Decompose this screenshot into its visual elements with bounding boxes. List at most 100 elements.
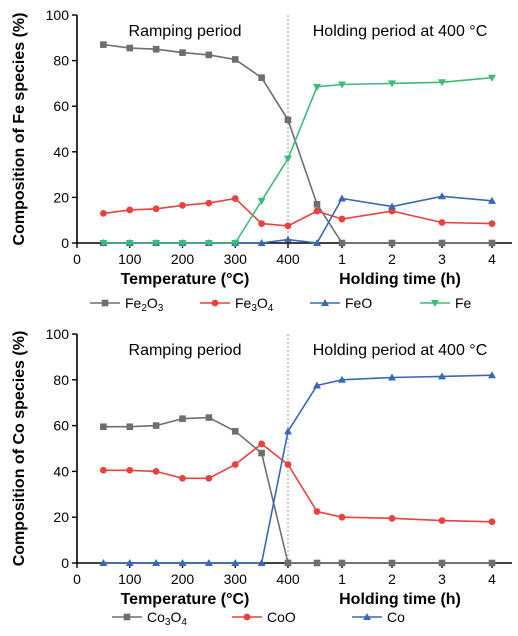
data-point-coo — [231, 461, 239, 468]
data-point-feo — [438, 192, 446, 200]
data-point-fe — [125, 240, 134, 247]
x-tick-label: 2 — [388, 571, 396, 587]
x-tick-label: 1 — [338, 571, 346, 587]
data-point-fe2o3 — [258, 74, 265, 81]
data-point-co3o4 — [205, 414, 213, 421]
legend-marker — [243, 613, 251, 621]
data-point-fe — [204, 240, 213, 247]
data-point-coo — [205, 474, 213, 482]
series-line-fe3o4 — [103, 197, 493, 227]
x-tick-label: 4 — [488, 571, 496, 587]
series-coo — [99, 440, 496, 526]
legend-label: Fe2O3 — [125, 295, 164, 314]
data-point-co — [338, 375, 346, 383]
y-tick-label: 0 — [61, 555, 69, 571]
data-point-co — [99, 559, 108, 566]
data-point-co — [388, 373, 396, 381]
series-line-coo — [103, 442, 493, 523]
legend-subscript: 3 — [158, 303, 164, 314]
data-point-coo — [388, 514, 396, 522]
data-point-fe — [388, 80, 396, 88]
data-point-fe3o4 — [258, 220, 266, 228]
legend-marker — [431, 300, 439, 307]
legend-marker — [101, 299, 109, 307]
y-axis-title: Composition of Fe species (%) — [11, 13, 28, 246]
y-tick-label: 100 — [46, 326, 70, 342]
data-point-fe3o4 — [338, 215, 346, 223]
data-point-fe — [438, 79, 446, 87]
data-point-fe3o4 — [488, 220, 496, 228]
data-point-feo — [488, 196, 496, 204]
y-tick-label: 80 — [53, 372, 69, 388]
series-line-feo — [103, 195, 493, 244]
data-point-fe2o3 — [338, 239, 346, 247]
data-point-fe3o4 — [313, 207, 321, 215]
legend-label: FeO — [345, 295, 372, 311]
series-co3o4 — [100, 414, 496, 567]
data-point-co — [178, 559, 187, 566]
data-point-fe — [284, 155, 292, 163]
data-point-co3o4 — [388, 559, 396, 567]
data-point-coo — [488, 518, 496, 526]
data-point-co3o4 — [100, 423, 107, 431]
data-point-fe3o4 — [152, 205, 160, 213]
data-point-fe2o3 — [284, 116, 292, 124]
data-point-coo — [313, 508, 321, 515]
data-point-fe — [152, 240, 161, 247]
data-point-fe — [257, 197, 266, 205]
data-point-feo — [388, 202, 396, 210]
legend-text-part: O — [147, 295, 158, 311]
x-tick-label: 0 — [73, 251, 81, 267]
data-point-fe2o3 — [231, 56, 239, 63]
legend-text-part: Fe — [125, 295, 142, 311]
data-point-co — [152, 559, 161, 566]
data-point-fe3o4 — [438, 219, 446, 226]
legend-subscript: 2 — [141, 303, 147, 314]
data-point-co3o4 — [258, 449, 265, 457]
data-point-co — [284, 427, 292, 435]
x-tick-label: 2 — [388, 251, 396, 267]
legend-marker — [211, 299, 219, 307]
legend-item-fe3o4: Fe3O4 — [200, 295, 274, 314]
data-point-feo — [313, 239, 321, 246]
series-line-co3o4 — [103, 416, 492, 564]
y-tick-label: 20 — [53, 189, 69, 205]
series-line-fe2o3 — [103, 43, 492, 244]
x-tick-label: 400 — [276, 251, 300, 267]
legend-item-fe: Fe — [420, 295, 472, 311]
data-point-fe3o4 — [205, 199, 213, 207]
x-axis-title-temperature: Temperature (°C) — [121, 271, 250, 288]
legend-text-part: O — [257, 295, 268, 311]
x-axis-title-holding-time: Holding time (h) — [339, 271, 461, 288]
data-point-co3o4 — [179, 415, 186, 423]
data-point-fe2o3 — [438, 239, 446, 247]
data-point-co — [231, 559, 240, 566]
legend-label: Fe3O4 — [235, 295, 274, 314]
series-fe — [99, 74, 496, 247]
legend-label: CoO — [267, 609, 296, 625]
y-tick-label: 40 — [53, 144, 69, 160]
x-tick-label: 100 — [118, 251, 142, 267]
data-point-fe — [178, 240, 187, 247]
y-tick-label: 20 — [53, 509, 69, 525]
legend-text-part: CoO — [267, 609, 296, 625]
ramping-period-label: Ramping period — [129, 342, 242, 359]
data-point-co3o4 — [126, 423, 134, 431]
data-point-fe3o4 — [179, 201, 186, 209]
legend-text-part: Co — [387, 609, 405, 625]
data-point-fe3o4 — [284, 222, 292, 230]
data-point-coo — [152, 468, 160, 475]
legend-subscript: 3 — [165, 617, 171, 628]
x-tick-label: 3 — [438, 571, 446, 587]
legend-text-part: O — [170, 609, 181, 625]
x-tick-label: 0 — [73, 571, 81, 587]
legend-item-co: Co — [352, 609, 405, 625]
data-point-co — [488, 371, 496, 379]
legend-subscript: 4 — [181, 617, 187, 628]
legend-label: Co3O4 — [147, 609, 187, 628]
x-tick-label: 300 — [224, 251, 248, 267]
data-point-fe — [313, 83, 321, 91]
